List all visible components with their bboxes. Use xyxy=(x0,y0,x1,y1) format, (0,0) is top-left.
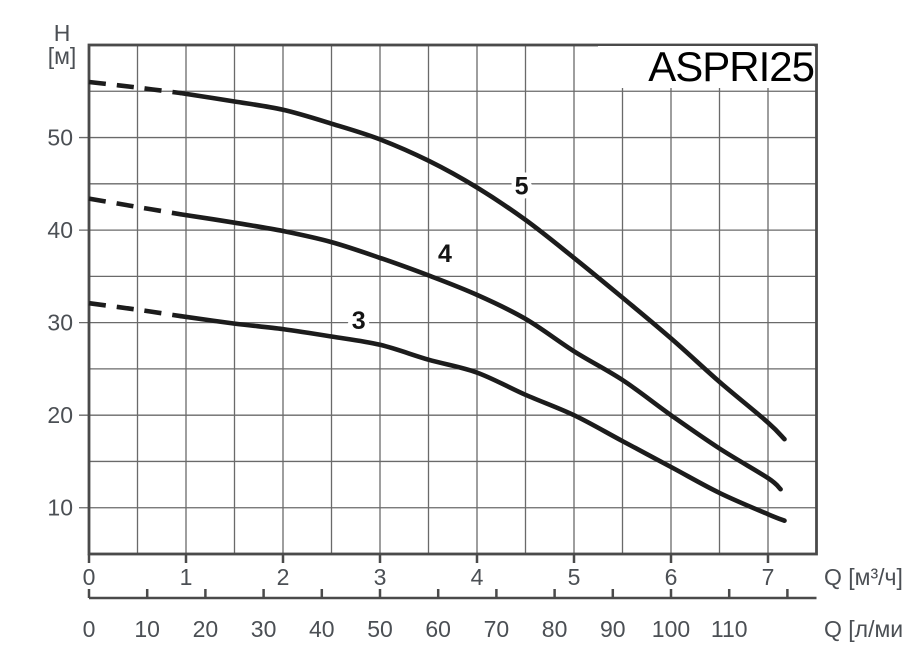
y-axis-label: H xyxy=(54,20,71,46)
y-tick-label: 40 xyxy=(47,217,73,243)
curve-label-5: 5 xyxy=(515,173,529,201)
curve-3 xyxy=(178,313,787,523)
x-axis-unit-label: Q [м³/ч] xyxy=(824,564,903,590)
curve-label-3: 3 xyxy=(352,307,366,335)
y-tick-label: 30 xyxy=(47,310,73,336)
x2-tick-label: 30 xyxy=(251,616,277,642)
x-tick-label: 1 xyxy=(180,564,193,590)
curve-3-dashed xyxy=(88,300,182,319)
x2-tick-label: 80 xyxy=(542,616,568,642)
y-axis-label: [м] xyxy=(48,43,77,69)
x2-tick-label: 20 xyxy=(193,616,219,642)
x-tick-label: 6 xyxy=(665,564,678,590)
x2-tick-label: 60 xyxy=(425,616,451,642)
x-tick-label: 0 xyxy=(83,564,96,590)
x2-tick-label: 0 xyxy=(83,616,96,642)
y-tick-label: 10 xyxy=(47,495,73,521)
grid-lines xyxy=(79,45,817,554)
x2-tick-label: 100 xyxy=(652,616,690,642)
x2-tick-label: 40 xyxy=(309,616,335,642)
curves xyxy=(88,79,787,523)
curve-4 xyxy=(178,212,783,492)
curve-5-dashed xyxy=(88,79,182,96)
x2-tick-label: 90 xyxy=(600,616,626,642)
y-tick-label: 20 xyxy=(47,402,73,428)
x-tick-label: 7 xyxy=(762,564,775,590)
x2-tick-label: 110 xyxy=(711,616,748,642)
y-tick-label: 50 xyxy=(47,125,73,151)
x-tick-label: 2 xyxy=(277,564,290,590)
x-tick-label: 3 xyxy=(374,564,387,590)
x2-tick-label: 10 xyxy=(134,616,160,642)
curve-4-dashed xyxy=(88,196,182,217)
curve-label-4: 4 xyxy=(438,240,452,268)
x-tick-label: 5 xyxy=(568,564,581,590)
chart-title: ASPRI25 xyxy=(598,46,815,88)
axes xyxy=(87,43,818,600)
plot-border xyxy=(87,43,818,556)
x2-tick-label: 50 xyxy=(367,616,393,642)
curve-5 xyxy=(178,90,787,442)
x2-axis-unit-label: Q [л/мин] xyxy=(824,616,904,642)
x2-tick-label: 70 xyxy=(484,616,510,642)
x-tick-label: 4 xyxy=(471,564,484,590)
